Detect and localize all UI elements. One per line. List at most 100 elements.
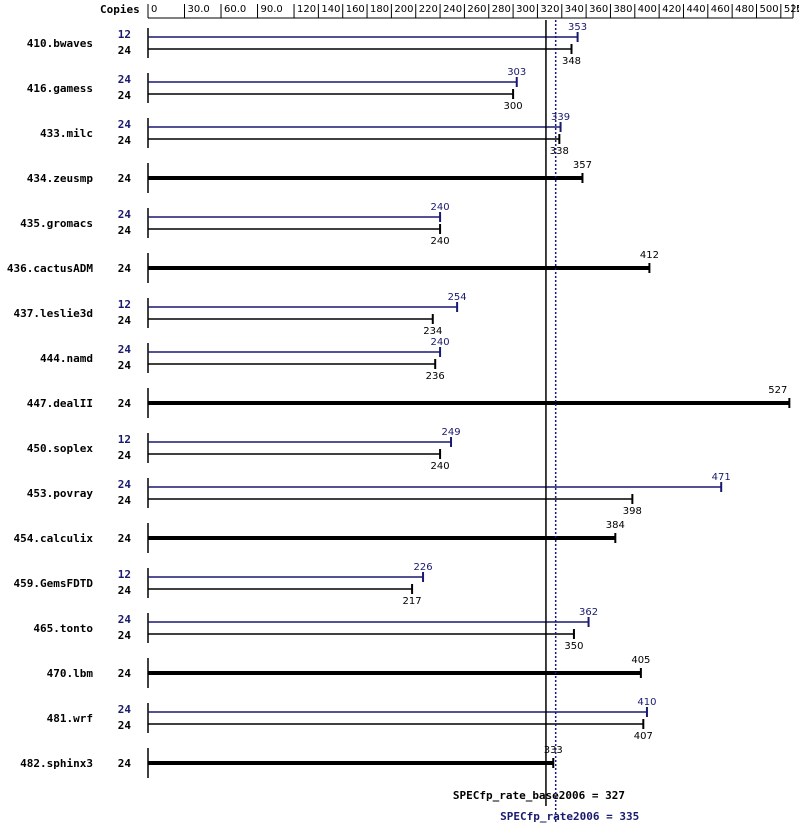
x-tick-label: 0 xyxy=(151,4,157,15)
copies: 24 xyxy=(118,494,132,507)
x-tick-label: 30.0 xyxy=(188,4,210,15)
copies: 24 xyxy=(118,613,132,626)
benchmark-name: 410.bwaves xyxy=(27,37,93,50)
x-tick-label: 320 xyxy=(540,4,559,15)
value-label: 240 xyxy=(431,202,450,213)
value-label: 303 xyxy=(507,67,526,78)
benchmark-name: 482.sphinx3 xyxy=(20,757,93,770)
copies: 24 xyxy=(118,208,132,221)
copies: 12 xyxy=(118,28,131,41)
copies: 24 xyxy=(118,262,132,275)
value-label: 350 xyxy=(564,641,583,652)
copies: 24 xyxy=(118,224,132,237)
copies: 24 xyxy=(118,719,132,732)
value-label: 300 xyxy=(504,101,523,112)
reference-label: SPECfp_rate2006 = 335 xyxy=(500,810,639,823)
copies: 12 xyxy=(118,433,131,446)
benchmark-name: 465.tonto xyxy=(33,622,93,635)
x-tick-label: 530 xyxy=(796,4,799,15)
x-tick-label: 140 xyxy=(321,4,340,15)
value-label: 338 xyxy=(550,146,569,157)
x-tick-label: 180 xyxy=(370,4,389,15)
benchmark-name: 453.povray xyxy=(27,487,94,500)
copies-header: Copies xyxy=(100,3,140,16)
value-label: 217 xyxy=(403,596,422,607)
x-tick-label: 240 xyxy=(443,4,462,15)
x-tick-label: 520 xyxy=(784,4,799,15)
copies: 24 xyxy=(118,584,132,597)
value-label: 410 xyxy=(637,697,656,708)
benchmark-name: 470.lbm xyxy=(47,667,94,680)
copies: 24 xyxy=(118,44,132,57)
x-tick-label: 480 xyxy=(735,4,754,15)
benchmark-name: 434.zeusmp xyxy=(27,172,94,185)
value-label: 362 xyxy=(579,607,598,618)
value-label: 353 xyxy=(568,22,587,33)
x-tick-label: 360 xyxy=(589,4,608,15)
x-tick-label: 380 xyxy=(613,4,632,15)
value-label: 254 xyxy=(448,292,467,303)
value-label: 412 xyxy=(640,250,659,261)
value-label: 407 xyxy=(634,731,653,742)
benchmark-name: 435.gromacs xyxy=(20,217,93,230)
value-label: 240 xyxy=(431,461,450,472)
benchmark-name: 436.cactusADM xyxy=(7,262,93,275)
value-label: 333 xyxy=(544,745,563,756)
copies: 24 xyxy=(118,629,132,642)
value-label: 226 xyxy=(413,562,432,573)
benchmark-name: 459.GemsFDTD xyxy=(14,577,94,590)
copies: 24 xyxy=(118,89,132,102)
copies: 12 xyxy=(118,298,131,311)
value-label: 398 xyxy=(623,506,642,517)
x-tick-label: 160 xyxy=(346,4,365,15)
benchmark-name: 416.gamess xyxy=(27,82,93,95)
value-label: 527 xyxy=(768,385,787,396)
value-label: 405 xyxy=(631,655,650,666)
x-tick-label: 120 xyxy=(297,4,316,15)
x-tick-label: 300 xyxy=(516,4,535,15)
x-tick-label: 280 xyxy=(492,4,511,15)
copies: 24 xyxy=(118,73,132,86)
x-tick-label: 200 xyxy=(394,4,413,15)
copies: 24 xyxy=(118,343,132,356)
x-tick-label: 460 xyxy=(711,4,730,15)
copies: 12 xyxy=(118,568,131,581)
benchmark-name: 444.namd xyxy=(40,352,93,365)
benchmark-name: 437.leslie3d xyxy=(14,307,93,320)
x-tick-label: 340 xyxy=(565,4,584,15)
x-tick-label: 420 xyxy=(662,4,681,15)
copies: 24 xyxy=(118,532,132,545)
x-tick-label: 440 xyxy=(686,4,705,15)
value-label: 236 xyxy=(426,371,445,382)
value-label: 471 xyxy=(712,472,731,483)
value-label: 339 xyxy=(551,112,570,123)
value-label: 249 xyxy=(441,427,460,438)
value-label: 384 xyxy=(606,520,625,531)
copies: 24 xyxy=(118,397,132,410)
value-label: 240 xyxy=(431,337,450,348)
x-tick-label: 60.0 xyxy=(224,4,246,15)
value-label: 357 xyxy=(573,160,592,171)
x-tick-label: 400 xyxy=(638,4,657,15)
benchmark-name: 481.wrf xyxy=(47,712,93,725)
x-tick-label: 220 xyxy=(419,4,438,15)
copies: 24 xyxy=(118,134,132,147)
value-label: 234 xyxy=(423,326,442,337)
x-tick-label: 500 xyxy=(759,4,778,15)
benchmark-name: 447.dealII xyxy=(27,397,93,410)
benchmark-name: 454.calculix xyxy=(14,532,94,545)
benchmark-name: 433.milc xyxy=(40,127,93,140)
copies: 24 xyxy=(118,172,132,185)
reference-label: SPECfp_rate_base2006 = 327 xyxy=(453,789,625,802)
copies: 24 xyxy=(118,314,132,327)
copies: 24 xyxy=(118,359,132,372)
copies: 24 xyxy=(118,667,132,680)
value-label: 348 xyxy=(562,56,581,67)
x-tick-label: 260 xyxy=(467,4,486,15)
benchmark-name: 450.soplex xyxy=(27,442,94,455)
value-label: 240 xyxy=(431,236,450,247)
copies: 24 xyxy=(118,757,132,770)
copies: 24 xyxy=(118,478,132,491)
copies: 24 xyxy=(118,449,132,462)
